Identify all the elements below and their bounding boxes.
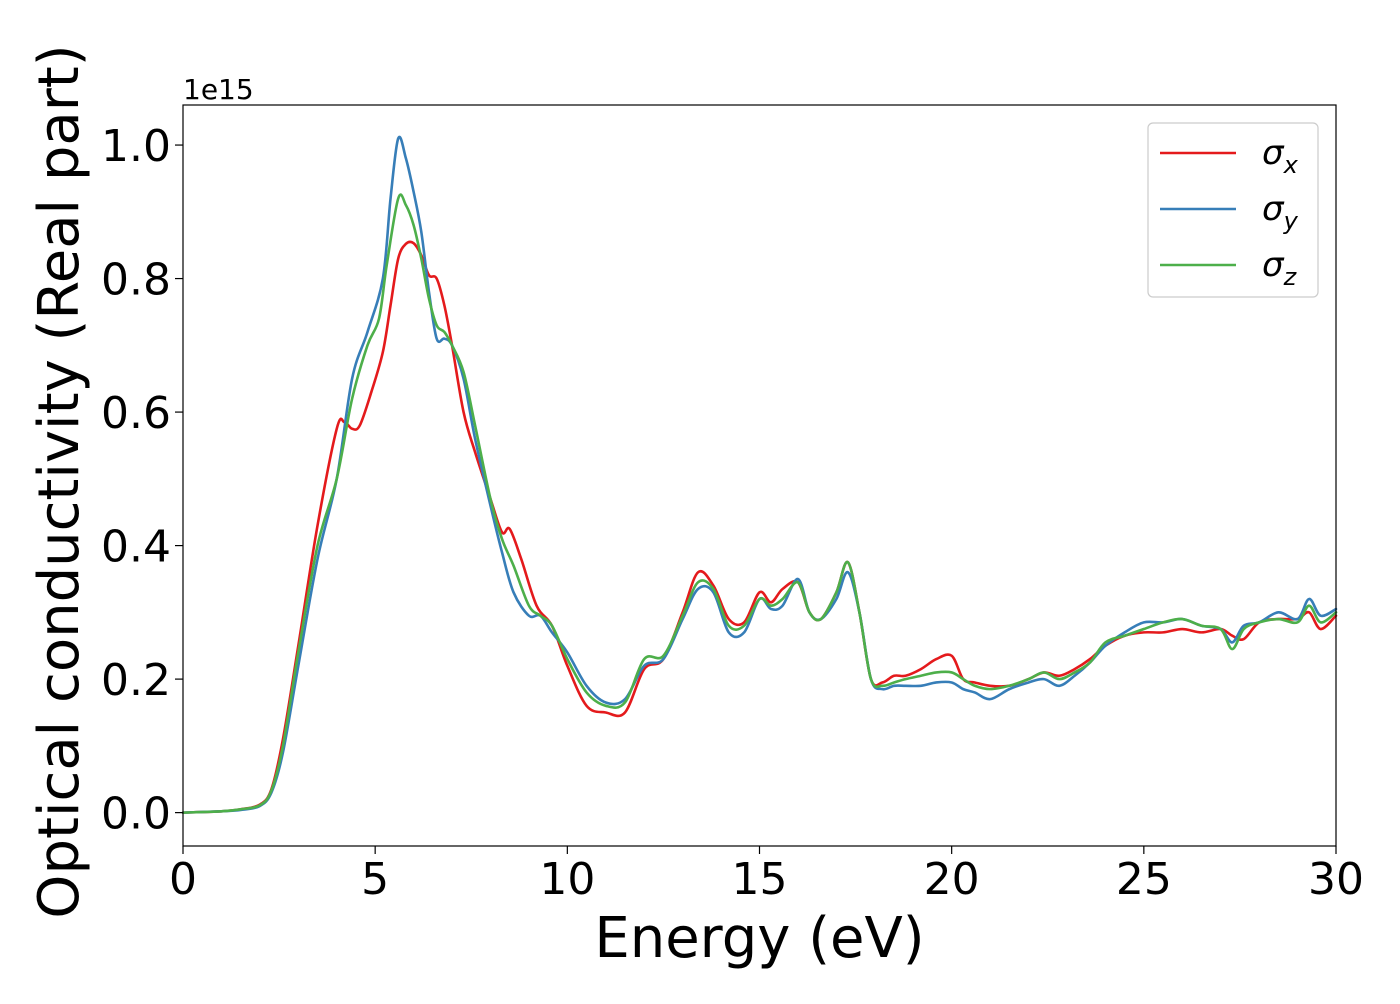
y-tick-label: 0.2 (101, 655, 171, 706)
series-layer (181, 135, 1338, 814)
x-axis-ticks: 0 5 10 15 20 25 30 (169, 846, 1364, 905)
y-tick-label: 0.0 (101, 789, 171, 840)
y-axis-ticks: 0.0 0.2 0.4 0.6 0.8 1.0 (101, 121, 183, 840)
legend-subscript-z: z (1283, 263, 1298, 291)
series-line-x (181, 240, 1338, 814)
x-axis-label: Energy (eV) (594, 906, 924, 971)
y-axis-label: Optical conductivity (Real part) (27, 44, 92, 918)
x-tick-label: 5 (361, 854, 389, 905)
x-tick-label: 30 (1308, 854, 1364, 905)
x-tick-label: 25 (1116, 854, 1172, 905)
legend-subscript-x: x (1283, 151, 1299, 179)
x-tick-label: 0 (169, 854, 197, 905)
y-axis-offset-label: 1e15 (183, 73, 254, 106)
y-tick-label: 0.6 (101, 388, 171, 439)
y-tick-label: 1.0 (101, 121, 171, 172)
y-tick-label: 0.4 (101, 522, 171, 573)
x-tick-label: 20 (924, 854, 980, 905)
y-tick-label: 0.8 (101, 255, 171, 306)
x-tick-label: 15 (732, 854, 788, 905)
series-line-z (181, 193, 1338, 814)
legend-subscript-y: y (1283, 207, 1299, 235)
x-tick-label: 10 (539, 854, 595, 905)
